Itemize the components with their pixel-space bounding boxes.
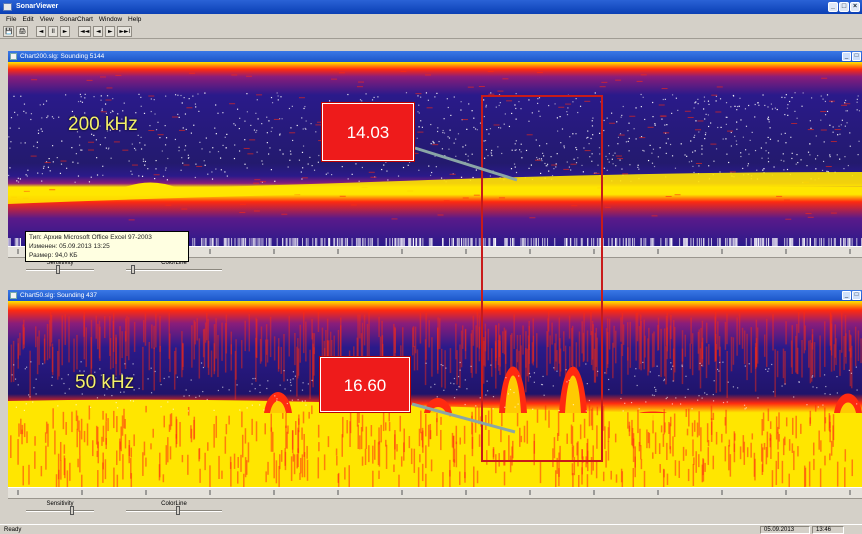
menu-edit[interactable]: Edit: [22, 16, 34, 23]
depth-callout-50khz: 16.60: [319, 356, 411, 413]
colorline-label: ColorLine: [161, 260, 187, 266]
chart-icon: [10, 53, 17, 60]
skip-end-button[interactable]: ►►I: [117, 26, 133, 37]
colorline-slider-50khz[interactable]: ColorLine: [126, 501, 222, 517]
pause-button[interactable]: II: [48, 26, 59, 37]
maximize-button[interactable]: □: [839, 2, 849, 12]
colorline-thumb[interactable]: [176, 506, 180, 515]
toolbar: 💾 🖨 ◄ II ► ◄◄ ◄ ► ►►I: [0, 25, 862, 39]
step-back-button[interactable]: ◄: [36, 26, 47, 37]
frequency-label-200khz: 200 kHz: [68, 114, 138, 135]
sensitivity-slider-50khz[interactable]: Sensitivity: [26, 501, 94, 517]
app-title: SonarViewer: [16, 3, 59, 10]
rewind-button[interactable]: ◄◄: [78, 26, 92, 37]
echogram-canvas-200khz: [8, 62, 862, 246]
file-info-tooltip: Тип: Архив Microsoft Office Excel 97-200…: [25, 231, 189, 262]
echogram-canvas-50khz: [8, 301, 862, 487]
app-title-bar: SonarViewer _ □ ×: [0, 0, 862, 14]
chart-minimize-button[interactable]: _: [842, 291, 851, 300]
status-time: 13:46: [812, 526, 844, 534]
chart-title-bar-200khz: Chart200.slg: Sounding 5144 _ □: [8, 51, 862, 62]
menu-bar: File Edit View SonarChart Window Help: [0, 14, 862, 25]
colorline-thumb[interactable]: [131, 265, 135, 274]
tooltip-size: Размер: 94,0 КБ: [29, 252, 78, 259]
status-bar: Ready 05.09.2013 13:46: [0, 524, 862, 534]
chart-title-200khz: Chart200.slg: Sounding 5144: [20, 53, 105, 60]
chart-minimize-button[interactable]: _: [842, 52, 851, 61]
menu-window[interactable]: Window: [98, 16, 123, 23]
chart-title-bar-50khz: Chart50.slg: Sounding 437 _ □: [8, 290, 862, 301]
print-icon[interactable]: 🖨: [16, 26, 29, 37]
tooltip-type: Тип: Архив Microsoft Office Excel 97-200…: [29, 234, 152, 241]
menu-sonarchart[interactable]: SonarChart: [59, 16, 93, 23]
minimize-button[interactable]: _: [828, 2, 838, 12]
menu-help[interactable]: Help: [128, 16, 142, 23]
echogram-50khz[interactable]: [8, 301, 862, 487]
sensitivity-thumb[interactable]: [56, 265, 60, 274]
depth-callout-200khz: 14.03: [321, 102, 415, 162]
chart-icon: [10, 292, 17, 299]
chart-window-50khz: Chart50.slg: Sounding 437 _ □ Sensitivit…: [8, 290, 862, 522]
forward-button[interactable]: ►: [105, 26, 116, 37]
colorline-slider-200khz[interactable]: ColorLine: [126, 260, 222, 276]
depth-ruler-200khz: [8, 246, 862, 258]
reverse-button[interactable]: ◄: [93, 26, 104, 37]
menu-file[interactable]: File: [6, 16, 17, 23]
save-icon[interactable]: 💾: [3, 26, 15, 37]
tooltip-modified: Изменен: 05.09.2013 13:25: [29, 243, 110, 250]
chart-maximize-button[interactable]: □: [852, 52, 861, 61]
echogram-200khz[interactable]: [8, 62, 862, 246]
sensitivity-thumb[interactable]: [70, 506, 74, 515]
status-date: 05.09.2013: [760, 526, 810, 534]
sensitivity-slider-200khz[interactable]: Sensitivity: [26, 260, 94, 276]
menu-view[interactable]: View: [39, 16, 54, 23]
play-button[interactable]: ►: [60, 26, 71, 37]
sensitivity-label: Sensitivity: [46, 501, 74, 507]
status-text: Ready: [4, 527, 22, 533]
colorline-label: ColorLine: [161, 501, 187, 507]
frequency-label-50khz: 50 kHz: [75, 372, 135, 393]
app-icon: [3, 3, 12, 11]
depth-ruler-50khz: [8, 487, 862, 499]
sensitivity-label: Sensitivity: [46, 260, 74, 266]
close-button[interactable]: ×: [850, 2, 860, 12]
chart-title-50khz: Chart50.slg: Sounding 437: [20, 292, 97, 299]
chart-maximize-button[interactable]: □: [852, 291, 861, 300]
